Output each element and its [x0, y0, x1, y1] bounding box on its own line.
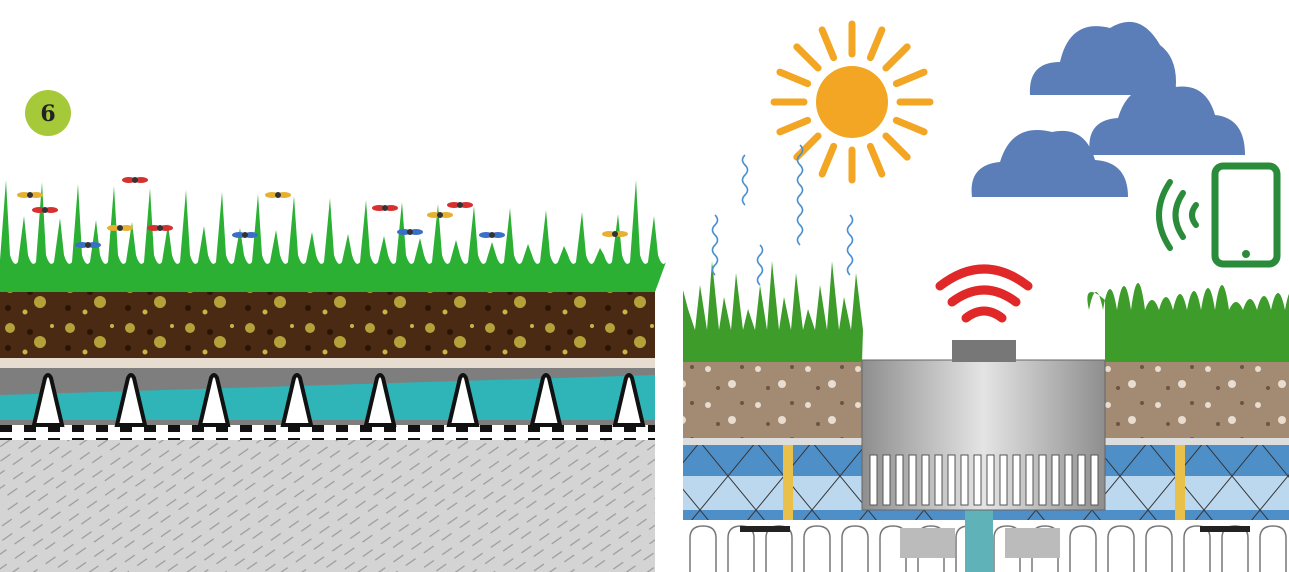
slot — [934, 454, 943, 506]
flower-center — [275, 192, 281, 198]
flower-center — [157, 225, 163, 231]
sun-ray — [866, 142, 886, 178]
sun-ray — [776, 68, 812, 88]
drain-grille — [869, 454, 1099, 506]
slot — [908, 454, 917, 506]
slot — [895, 454, 904, 506]
clouds — [971, 21, 1245, 197]
slot — [1077, 454, 1086, 506]
vapor-line — [741, 154, 749, 206]
flower-center — [437, 212, 443, 218]
flower-center — [457, 202, 463, 208]
sun-ray — [882, 132, 911, 161]
slot — [947, 454, 956, 506]
concrete — [0, 440, 655, 572]
flower-center — [42, 207, 48, 213]
membrane — [0, 425, 655, 440]
vapor-line — [711, 214, 719, 276]
slot — [1025, 454, 1034, 506]
grass — [0, 180, 666, 292]
vapor-line — [846, 214, 854, 276]
pad — [1200, 526, 1250, 532]
cone — [446, 373, 480, 427]
right-illustration — [683, 20, 1289, 572]
slot — [960, 454, 969, 506]
flower-center — [117, 225, 123, 231]
flower-center — [407, 229, 413, 235]
sun — [770, 20, 934, 184]
vapor-line — [756, 244, 764, 286]
clamp — [1005, 528, 1060, 558]
slot — [1064, 454, 1073, 506]
slot — [986, 454, 995, 506]
slot — [869, 454, 878, 506]
sun-ray — [818, 26, 838, 62]
post — [1175, 445, 1185, 520]
sun-ray — [818, 142, 838, 178]
slot — [921, 454, 930, 506]
flower-center — [612, 231, 618, 237]
wifi-signal — [935, 264, 1033, 323]
cone — [114, 373, 148, 427]
sensor — [952, 340, 1016, 362]
flower-center — [132, 177, 138, 183]
post — [783, 445, 793, 520]
sun-ray — [892, 116, 928, 136]
pipe — [965, 505, 993, 572]
flower-center — [242, 232, 248, 238]
flower-center — [382, 205, 388, 211]
cone — [197, 373, 231, 427]
slot — [1090, 454, 1099, 506]
plants — [683, 261, 1289, 362]
left-illustration — [0, 177, 666, 572]
slot — [999, 454, 1008, 506]
cone — [612, 373, 646, 427]
cone — [31, 373, 65, 427]
soil — [0, 290, 655, 358]
clamp — [900, 528, 955, 558]
slot — [1038, 454, 1047, 506]
sun-ray — [892, 68, 928, 88]
pad — [740, 526, 790, 532]
slot — [1012, 454, 1021, 506]
slot — [1051, 454, 1060, 506]
phone — [1156, 162, 1281, 268]
flower-center — [85, 242, 91, 248]
water — [0, 375, 655, 420]
sun-ray — [882, 43, 911, 72]
sun-ray — [866, 26, 886, 62]
cone — [529, 373, 563, 427]
drainage-cones — [31, 373, 646, 427]
evaporation — [711, 144, 854, 286]
flower-center — [489, 232, 495, 238]
flower-center — [27, 192, 33, 198]
cone — [363, 373, 397, 427]
slot — [882, 454, 891, 506]
flowers — [17, 177, 628, 248]
vapor-line — [796, 144, 804, 246]
slot — [973, 454, 982, 506]
sun-ray — [793, 43, 822, 72]
badge-label: 6 — [40, 101, 55, 127]
cone — [280, 373, 314, 427]
filter — [0, 358, 655, 368]
sun-ray — [776, 116, 812, 136]
badge — [25, 90, 71, 136]
